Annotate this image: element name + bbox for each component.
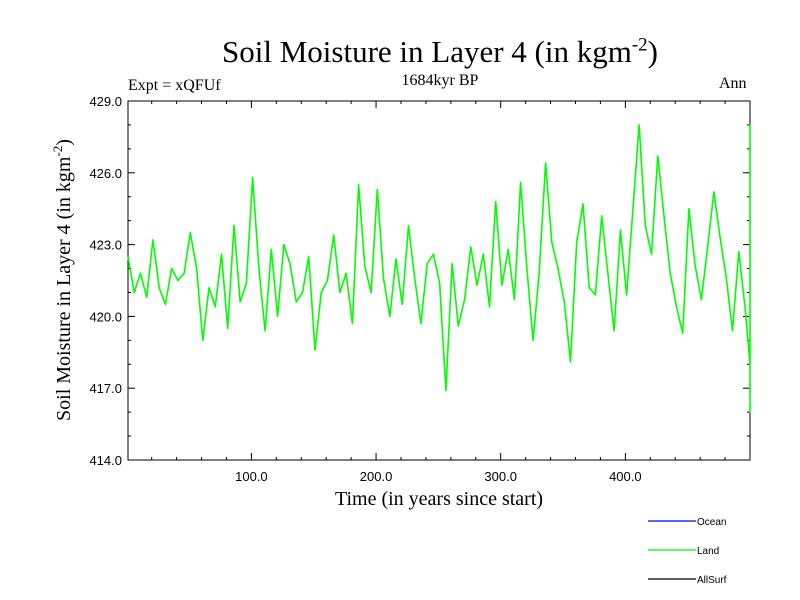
y-axis: 414.0 417.0 420.0 423.0 426.0 429.0 [89,94,750,468]
experiment-label: Expt = xQFUf [128,77,221,94]
y-tick-label: 423.0 [89,238,122,253]
y-tick-label: 417.0 [89,381,122,396]
y-tick-label: 420.0 [89,309,122,324]
x-tick-label: 100.0 [235,469,268,484]
legend: Ocean Land AllSurf [648,517,727,586]
y-tick-label: 429.0 [89,94,122,109]
x-tick-label: 200.0 [360,469,393,484]
series-layer [127,124,751,413]
legend-label-ocean: Ocean [697,517,726,528]
y-tick-label: 414.0 [89,453,122,468]
y-axis-label: Soil Moisture in Layer 4 (in kgm-2) [50,139,75,421]
chart-title: Soil Moisture in Layer 4 (in kgm-2) [222,34,658,69]
x-tick-label: 300.0 [484,469,517,484]
legend-label-allsurf: AllSurf [697,575,727,586]
x-axis: 100.0 200.0 300.0 400.0 [151,101,726,484]
chart-subtitle: 1684kyr BP [401,72,479,89]
y-tick-label: 426.0 [89,166,122,181]
chart-title-superscript: -2 [631,34,648,56]
x-tick-label: 400.0 [609,469,642,484]
period-label: Ann [719,75,747,92]
series-line-land [127,124,751,413]
x-axis-label: Time (in years since start) [335,488,543,510]
legend-label-land: Land [697,546,719,557]
